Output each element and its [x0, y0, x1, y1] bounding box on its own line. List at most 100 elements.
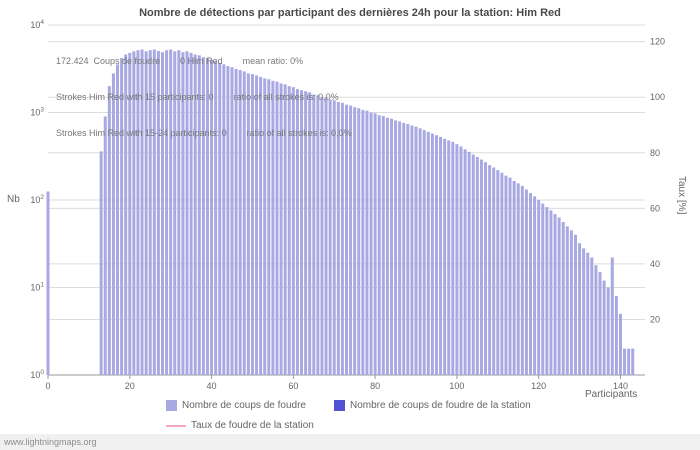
bar: [246, 73, 250, 376]
bar: [488, 165, 492, 375]
bar: [614, 295, 618, 375]
bar: [479, 159, 483, 375]
bar: [422, 130, 426, 375]
right-tick-label: 80: [650, 148, 660, 158]
bar: [185, 51, 189, 376]
bar: [471, 154, 475, 375]
bar: [271, 80, 275, 375]
bar: [152, 49, 156, 376]
bar: [353, 107, 357, 376]
chart-annotation: 172.424 Coups de foudre 0 Him Red mean r…: [56, 31, 352, 163]
bar: [116, 64, 120, 376]
bar: [590, 257, 594, 375]
bar: [124, 54, 128, 375]
legend-row-2: Taux de foudre de la station: [166, 420, 314, 431]
bar: [385, 117, 389, 376]
bar: [463, 149, 467, 375]
bar: [418, 128, 422, 375]
bar: [136, 50, 140, 376]
bar: [381, 116, 385, 376]
bar: [275, 81, 279, 376]
bar: [263, 78, 267, 375]
bar: [250, 74, 254, 376]
bar: [189, 52, 193, 376]
bar: [210, 59, 214, 375]
bar: [434, 135, 438, 375]
bar: [410, 125, 414, 375]
right-tick-label: 40: [650, 259, 660, 269]
bar: [443, 138, 447, 375]
bar: [46, 191, 50, 375]
x-tick-label: 40: [207, 381, 217, 391]
bar: [230, 67, 234, 375]
x-tick-label: 20: [125, 381, 135, 391]
x-tick-label: 140: [613, 381, 628, 391]
bar: [128, 52, 132, 376]
bar: [332, 100, 336, 375]
bar: [345, 104, 348, 375]
bar: [291, 87, 295, 375]
legend-row-1: Nombre de coups de foudre Nombre de coup…: [166, 400, 531, 411]
bar: [623, 348, 627, 375]
bar: [484, 162, 488, 375]
bar: [492, 167, 496, 375]
bar: [283, 84, 287, 375]
bar: [160, 52, 164, 375]
bar: [308, 92, 312, 375]
bar: [103, 116, 107, 375]
bar: [594, 265, 598, 375]
bar: [312, 94, 316, 376]
bar: [99, 151, 103, 375]
bar: [242, 71, 246, 376]
bar: [586, 252, 590, 375]
x-tick-label: 80: [370, 381, 380, 391]
bar: [140, 49, 144, 376]
x-tick-label: 120: [531, 381, 546, 391]
bar: [169, 49, 173, 376]
bar: [300, 90, 304, 375]
x-tick-label: 60: [288, 381, 298, 391]
watermark: www.lightningmaps.org: [4, 437, 97, 447]
bar: [520, 185, 524, 375]
bar: [459, 146, 463, 375]
bar: [349, 105, 353, 375]
x-tick-label: 0: [45, 381, 50, 391]
bar: [598, 272, 602, 375]
bar: [557, 217, 561, 375]
bar: [148, 50, 152, 376]
y-axis-left-label: Nb: [7, 194, 20, 205]
bar: [512, 180, 516, 375]
bar: [226, 65, 230, 375]
bar: [516, 183, 520, 375]
bar: [496, 170, 500, 375]
bar: [439, 136, 443, 375]
bar: [156, 50, 160, 375]
legend-item-station-strokes: Nombre de coups de foudre de la station: [333, 400, 531, 411]
bar: [320, 97, 324, 376]
bar: [267, 79, 271, 376]
y-axis-right-label: Taux [%]: [676, 176, 687, 215]
bar: [373, 113, 377, 376]
chart-title: Nombre de détections par participant des…: [139, 7, 561, 19]
bar: [508, 177, 512, 375]
bar: [561, 222, 565, 375]
bar: [377, 115, 381, 375]
bar: [361, 109, 365, 375]
bar: [573, 234, 577, 375]
bar: [549, 210, 553, 375]
bar: [328, 99, 332, 375]
bar: [107, 86, 111, 375]
bar: [565, 226, 569, 375]
bar: [451, 142, 455, 375]
legend-swatch-station-strokes: [333, 400, 345, 411]
bar: [120, 57, 124, 375]
bar: [426, 131, 430, 375]
bar: [340, 102, 344, 376]
bar: [475, 157, 479, 375]
right-tick-label: 120: [650, 37, 665, 47]
bar: [279, 83, 283, 376]
bar: [524, 189, 528, 375]
legend-item-ratio: Taux de foudre de la station: [166, 420, 314, 431]
annotation-line-2: Strokes Him Red with 15 participants: 0 …: [56, 92, 339, 102]
